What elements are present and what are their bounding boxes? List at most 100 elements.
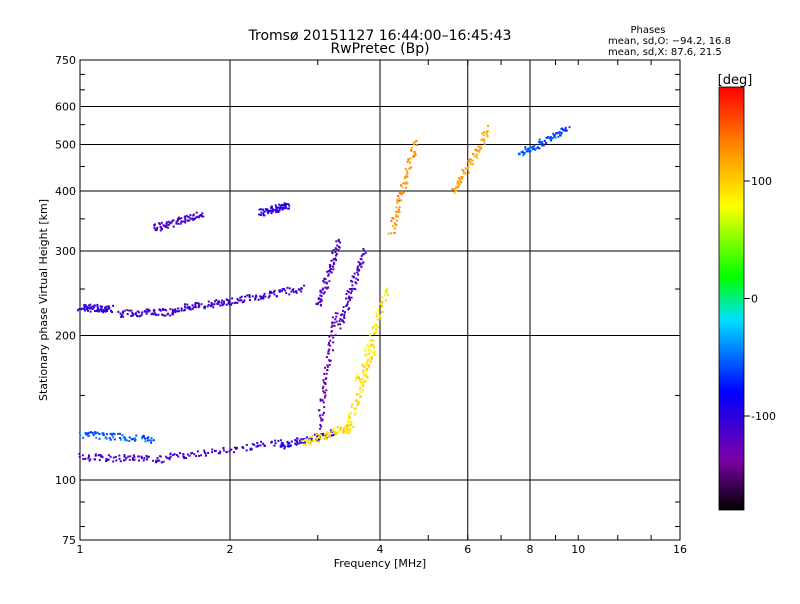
data-point — [523, 153, 526, 155]
data-point — [118, 432, 121, 435]
data-point — [370, 344, 372, 347]
data-point — [211, 448, 214, 451]
data-point — [356, 400, 359, 403]
data-point — [325, 435, 328, 438]
data-point — [319, 427, 322, 430]
data-point — [239, 299, 242, 302]
data-point — [278, 203, 281, 206]
data-point — [88, 455, 90, 458]
data-point — [413, 141, 416, 144]
data-point — [565, 129, 568, 132]
data-point — [348, 288, 351, 291]
data-point — [304, 439, 307, 441]
data-point — [318, 414, 321, 417]
data-point — [287, 207, 290, 210]
data-point — [453, 191, 456, 194]
data-point — [367, 358, 370, 361]
data-point — [125, 456, 128, 459]
data-point — [332, 434, 335, 436]
data-point — [93, 306, 95, 309]
data-point — [460, 177, 463, 180]
data-point — [169, 452, 172, 455]
data-point — [127, 455, 130, 458]
data-point — [281, 290, 284, 293]
data-point — [123, 436, 126, 439]
data-point — [153, 439, 155, 442]
data-point — [349, 416, 352, 419]
data-point — [467, 166, 470, 169]
data-point — [296, 437, 299, 440]
data-point — [88, 454, 90, 457]
data-point — [383, 294, 386, 297]
data-point — [365, 369, 367, 372]
data-point — [156, 226, 159, 229]
data-point — [362, 363, 365, 366]
data-point — [84, 303, 87, 306]
data-point — [130, 315, 133, 317]
data-point — [114, 455, 117, 458]
data-point — [319, 290, 322, 293]
data-point — [391, 225, 394, 228]
data-point — [256, 441, 259, 444]
data-point — [112, 436, 115, 439]
data-point — [475, 153, 478, 156]
data-point — [328, 363, 331, 366]
data-point — [395, 215, 398, 218]
data-point — [79, 434, 82, 437]
data-point — [549, 136, 552, 139]
data-point — [295, 443, 298, 446]
data-point — [319, 417, 322, 420]
data-point — [198, 305, 201, 308]
data-point — [167, 312, 169, 315]
data-point — [115, 459, 118, 462]
data-point — [148, 439, 151, 442]
data-point — [309, 440, 312, 443]
data-point — [184, 216, 187, 219]
data-point — [393, 232, 396, 234]
data-point — [263, 292, 266, 295]
data-point — [349, 411, 352, 414]
data-point — [105, 457, 108, 460]
data-point — [337, 249, 340, 252]
data-point — [226, 298, 229, 301]
data-point — [295, 290, 298, 293]
data-point — [360, 255, 363, 257]
data-point — [228, 300, 231, 303]
data-point — [401, 186, 404, 189]
data-point — [78, 308, 81, 310]
data-point — [385, 289, 388, 292]
data-point — [240, 299, 243, 302]
data-point — [336, 312, 339, 315]
data-point — [335, 315, 338, 318]
data-point — [106, 459, 109, 462]
data-point — [165, 226, 168, 229]
x-tick-label: 8 — [527, 543, 534, 556]
data-point — [91, 305, 94, 308]
data-point — [196, 450, 199, 453]
data-point — [128, 309, 131, 312]
data-point — [94, 432, 97, 435]
data-point — [472, 153, 475, 155]
data-point — [537, 146, 540, 149]
data-point — [540, 142, 543, 144]
data-point — [180, 307, 183, 310]
data-point — [141, 311, 144, 314]
data-point — [283, 447, 286, 450]
data-point — [322, 379, 325, 382]
data-point — [328, 434, 331, 437]
data-point — [241, 301, 244, 304]
data-point — [326, 270, 328, 273]
stats-heading: Phases — [630, 25, 665, 36]
data-point — [153, 226, 156, 229]
data-point — [391, 217, 394, 220]
data-point — [397, 194, 400, 197]
data-point — [186, 303, 189, 306]
data-point — [550, 137, 553, 140]
data-point — [119, 460, 122, 463]
data-point — [146, 456, 149, 459]
data-point — [262, 297, 265, 300]
data-point — [416, 144, 418, 146]
data-point — [155, 313, 158, 316]
data-point — [409, 161, 412, 164]
data-point — [150, 437, 153, 440]
